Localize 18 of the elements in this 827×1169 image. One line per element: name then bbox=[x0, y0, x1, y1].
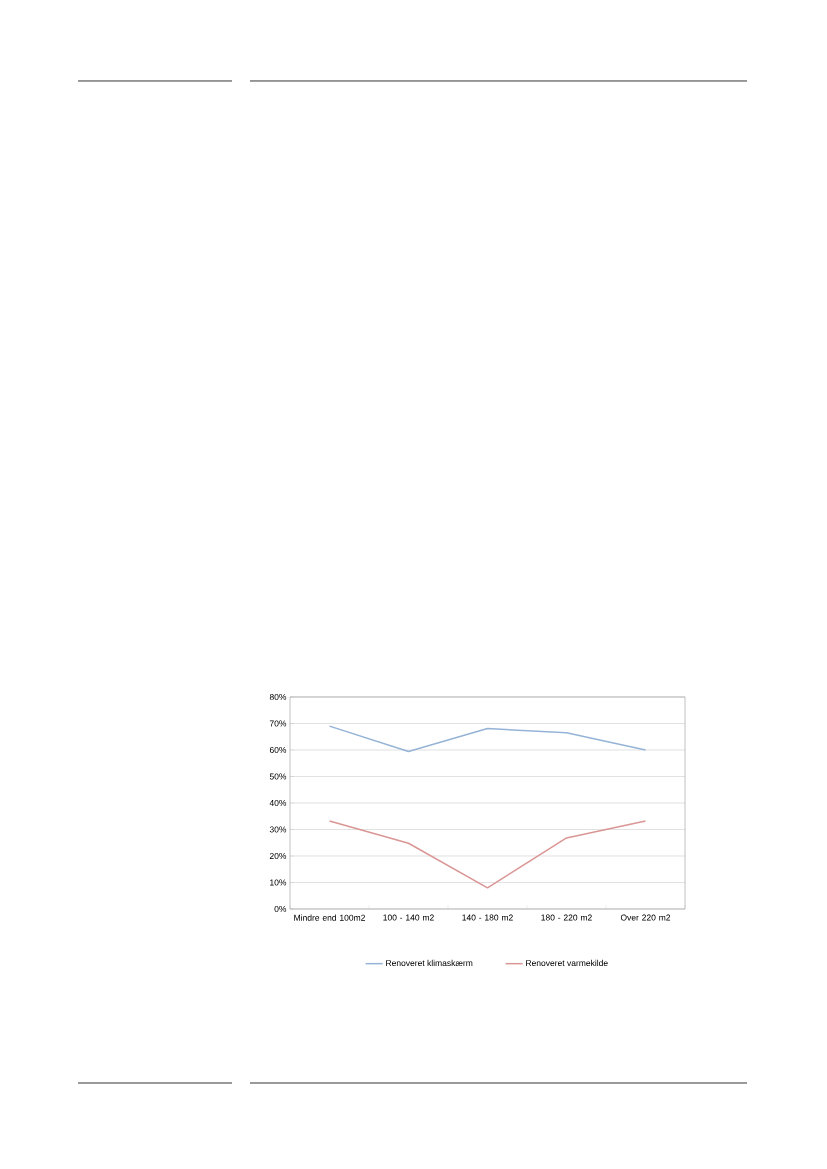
y-tick-label: 80% bbox=[269, 693, 287, 700]
y-tick-label: 20% bbox=[269, 852, 287, 859]
y-tick-label: 50% bbox=[269, 773, 287, 780]
x-tick-label: 100 - 140 m2 bbox=[383, 914, 434, 921]
y-tick-label: 40% bbox=[269, 799, 287, 806]
y-tick-label: 70% bbox=[269, 720, 287, 727]
line-series bbox=[328, 820, 647, 889]
x-tick-label: Mindre end 100m2 bbox=[294, 914, 365, 921]
x-tick-label: Over 220 m2 bbox=[620, 914, 671, 921]
x-tick-label: 180 - 220 m2 bbox=[541, 914, 592, 921]
y-tick-label: 30% bbox=[269, 826, 287, 833]
legend-label: Renoveret varmekilde bbox=[526, 959, 608, 967]
line-series bbox=[328, 725, 647, 753]
y-tick-label: 10% bbox=[270, 879, 287, 886]
legend-label: Renoveret klimaskærm bbox=[386, 959, 473, 967]
y-tick-label: 60% bbox=[269, 746, 287, 753]
y-tick-label: 0% bbox=[274, 905, 287, 912]
x-tick-label: 140 - 180 m2 bbox=[462, 914, 513, 921]
